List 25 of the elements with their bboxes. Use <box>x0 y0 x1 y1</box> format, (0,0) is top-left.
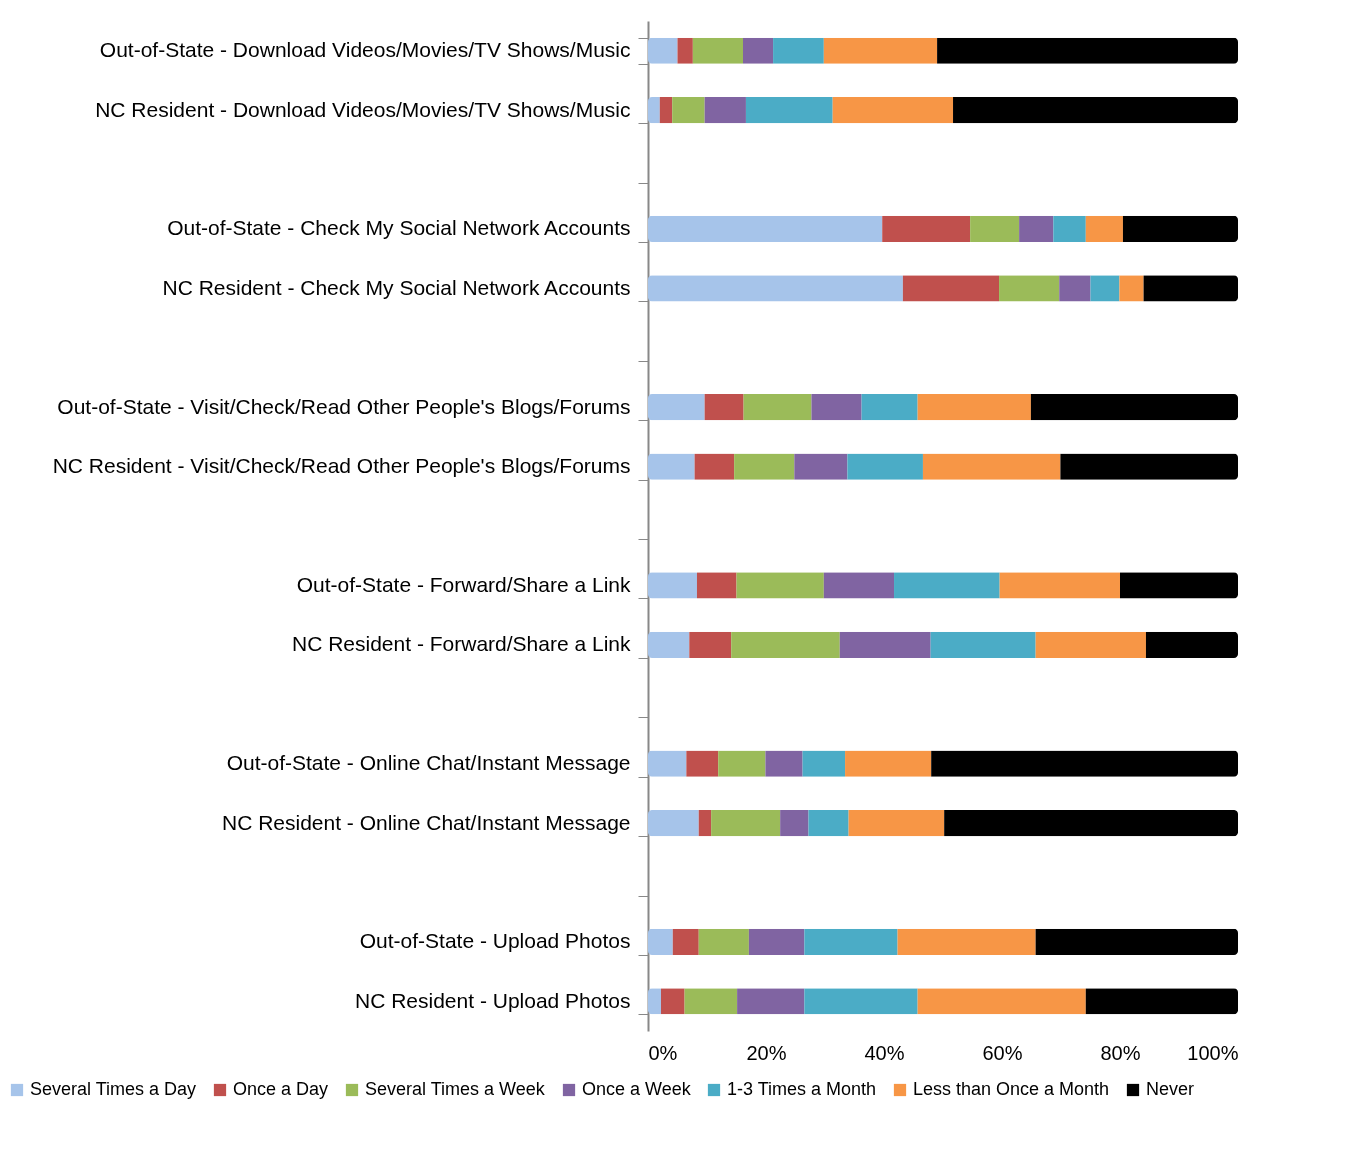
legend-label: Once a Day <box>233 1079 329 1099</box>
legend-label: 1-3 Times a Month <box>727 1079 877 1099</box>
legend-label: Once a Week <box>582 1079 692 1099</box>
y-tick-label: NC Resident - Online Chat/Instant Message <box>221 810 631 834</box>
legend-label: Less than Once a Month <box>913 1079 1110 1099</box>
y-tick-label: Out-of-State - Check My Social Network Accounts <box>167 216 631 240</box>
y-tick-label: Out-of-State - Visit/Check/Read Other People's Blogs/Forums <box>57 394 631 418</box>
legend-label: Several Times a Week <box>365 1079 546 1099</box>
legend-label: Several Times a Day <box>30 1079 197 1099</box>
y-tick-label: NC Resident - Check My Social Network Accounts <box>162 275 631 299</box>
legend-label: Never <box>1146 1079 1195 1099</box>
y-tick-label: NC Resident - Download Videos/Movies/TV Shows/Music <box>95 97 631 121</box>
x-tick-label: 20% <box>746 1041 787 1064</box>
x-tick-label: 80% <box>1100 1041 1141 1064</box>
x-tick-label: 0% <box>648 1041 678 1064</box>
y-tick-label: NC Resident - Visit/Check/Read Other People's Blogs/Forums <box>52 454 631 478</box>
y-tick-label: Out-of-State - Download Videos/Movies/TV Shows/Music <box>99 38 631 62</box>
y-tick-label: Out-of-State - Upload Photos <box>359 929 631 953</box>
x-tick-label: 40% <box>864 1041 905 1064</box>
x-tick-label: 100% <box>1187 1041 1239 1064</box>
y-tick-label: NC Resident - Upload Photos <box>355 988 631 1012</box>
y-tick-label: Out-of-State - Online Chat/Instant Message <box>226 751 631 775</box>
x-tick-label: 60% <box>982 1041 1023 1064</box>
y-tick-label: NC Resident - Forward/Share a Link <box>292 632 631 656</box>
y-tick-label: Out-of-State - Forward/Share a Link <box>296 572 631 596</box>
